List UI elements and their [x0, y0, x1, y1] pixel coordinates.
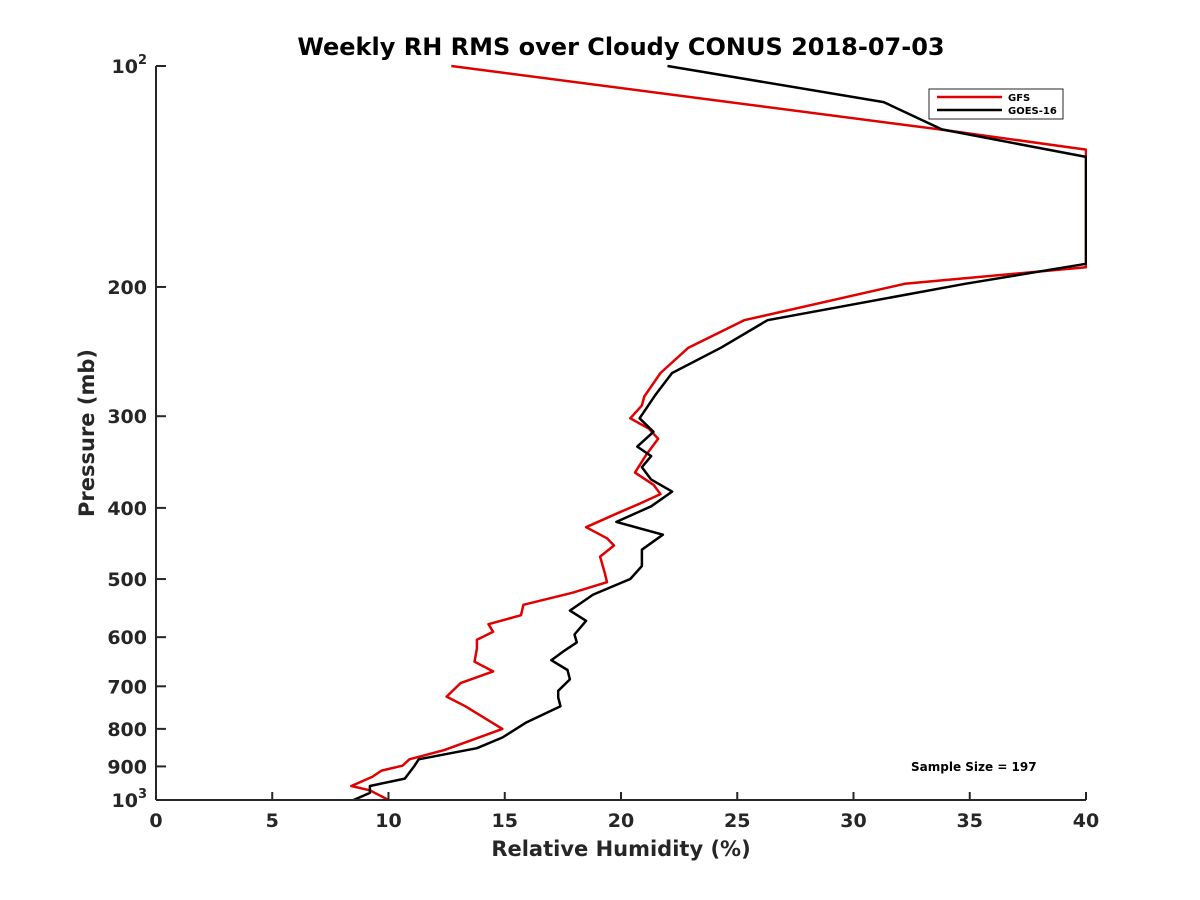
legend-label-gfs: GFS [1008, 93, 1030, 104]
x-tick-label: 20 [608, 810, 634, 832]
y-tick-label: 300 [107, 406, 147, 428]
legend-box [928, 88, 1064, 120]
y-tick-label: 400 [107, 498, 147, 520]
x-tick-label: 30 [840, 810, 866, 832]
legend-label-goes16: GOES-16 [1008, 106, 1057, 117]
y-tick-label: 800 [107, 719, 147, 741]
series-line-goes16 [353, 64, 1087, 802]
x-tick-label: 10 [375, 810, 401, 832]
y-tick-label: 600 [107, 627, 147, 649]
x-tick-label: 5 [266, 810, 279, 832]
y-tick-label: 102 [112, 53, 148, 78]
y-ticks: 102 200 300 400 500 600 700 800 900 103 [107, 53, 166, 812]
chart-title: Weekly RH RMS over Cloudy CONUS 2018-07-… [297, 33, 944, 61]
y-tick-label: 500 [107, 569, 147, 591]
x-tick-label: 15 [492, 810, 518, 832]
x-tick-label: 25 [724, 810, 750, 832]
x-axis-label: Relative Humidity (%) [491, 837, 750, 861]
x-tick-label: 35 [957, 810, 983, 832]
y-axis-label: Pressure (mb) [75, 349, 99, 517]
series-layer [350, 64, 1087, 802]
y-tick-label: 900 [107, 756, 147, 778]
y-tick-label: 700 [107, 676, 147, 698]
axes-layer [155, 66, 1086, 801]
x-tick-label: 0 [149, 810, 162, 832]
x-ticks: 0 5 10 15 20 25 30 35 40 [149, 792, 1099, 832]
sample-size-annotation: Sample Size = 197 [911, 760, 1037, 774]
y-tick-label: 200 [107, 277, 147, 299]
legend: GFS GOES-16 [928, 88, 1064, 120]
x-tick-label: 40 [1073, 810, 1099, 832]
y-tick-label: 103 [112, 787, 148, 812]
series-line-gfs [350, 64, 1087, 802]
